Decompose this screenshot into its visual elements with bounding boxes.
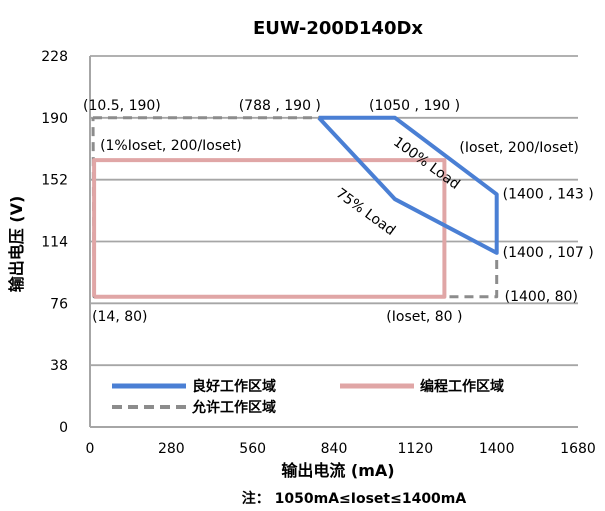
- annotation: (Ioset, 200/Ioset): [459, 140, 578, 156]
- footnote: 注： 1050mA≤Ioset≤1400mA: [242, 490, 467, 507]
- annotation: (1400 , 107 ): [503, 245, 594, 261]
- y-tick-label: 152: [41, 173, 68, 189]
- x-tick-labels: 0 280 560 840 1120 1400 1680: [86, 441, 596, 457]
- y-tick-label: 38: [50, 358, 68, 374]
- annotation: (788 , 190 ): [239, 98, 321, 114]
- annotations-layer: (10.5, 190) (788 , 190 ) (1050 , 190 ) (1%I…: [83, 98, 594, 325]
- x-tick-label: 1680: [560, 441, 596, 457]
- annotation: (1050 , 190 ): [369, 98, 460, 114]
- y-axis-label: 输出电压 (V): [7, 196, 26, 293]
- annotation: (14, 80): [92, 309, 147, 325]
- x-axis-label: 输出电流 (mA): [281, 461, 394, 480]
- legend-label: 良好工作区域: [192, 378, 276, 395]
- series-layer: [91, 115, 499, 299]
- grid: [90, 55, 578, 367]
- y-tick-label: 76: [50, 296, 68, 312]
- axes: [89, 56, 578, 428]
- x-tick-label: 280: [158, 441, 185, 457]
- y-tick-label: 190: [41, 111, 68, 127]
- x-tick-label: 560: [239, 441, 266, 457]
- annotation: (1400 , 143 ): [503, 186, 594, 202]
- annotation: (1400, 80): [505, 289, 578, 305]
- x-tick-label: 0: [86, 441, 95, 457]
- annotation: (1%Ioset, 200/Ioset): [100, 138, 242, 154]
- y-tick-label: 228: [41, 49, 68, 65]
- legend-label: 允许工作区域: [191, 399, 276, 416]
- y-tick-label: 114: [41, 235, 68, 251]
- annotation: (10.5, 190): [83, 98, 161, 114]
- x-tick-label: 840: [321, 441, 348, 457]
- x-tick-label: 1120: [398, 441, 434, 457]
- x-tick-label: 1400: [479, 441, 515, 457]
- series-0: [317, 115, 499, 255]
- legend-label: 编程工作区域: [420, 378, 504, 395]
- series-1: [92, 158, 447, 299]
- annotation: (Ioset, 80 ): [386, 309, 462, 325]
- chart-title: EUW-200D140Dx: [253, 18, 423, 39]
- y-tick-labels: 0 38 76 114 152 190 228: [41, 49, 68, 436]
- y-tick-label: 0: [59, 420, 68, 436]
